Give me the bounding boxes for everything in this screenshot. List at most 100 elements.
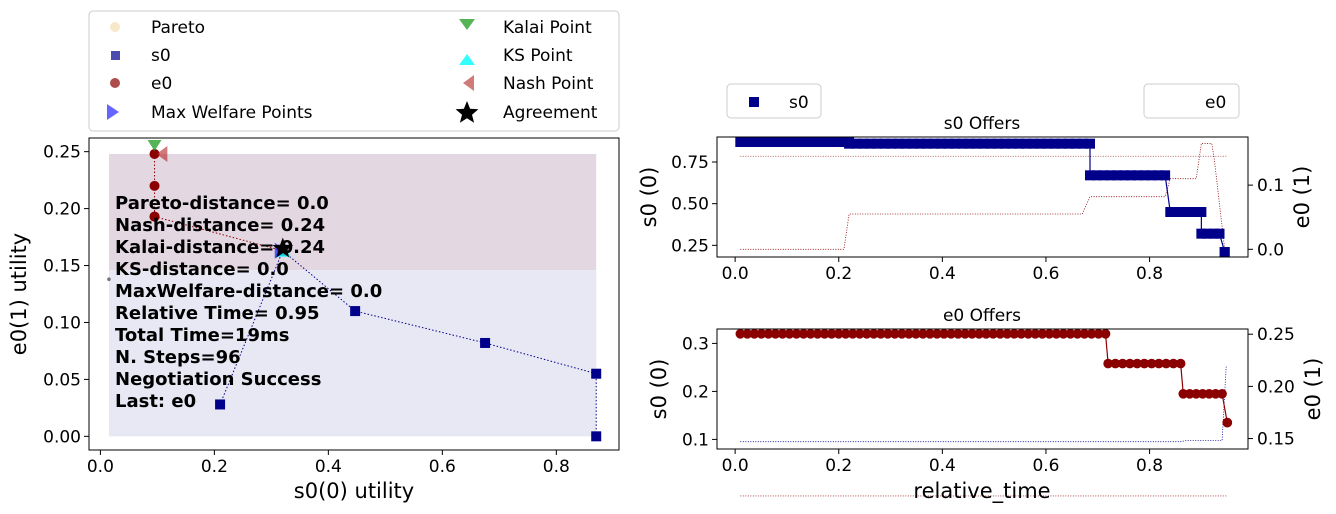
e0-y-tick-label: 0.2 [682, 382, 709, 402]
e0-offers-x-axis-label: relative_time [913, 479, 1050, 504]
utility-plot-frame [88, 137, 620, 451]
utility-y-tick-label: 0.15 [43, 257, 81, 277]
e0-offer-point [1009, 329, 1020, 339]
e0-right-tick-label: 0.25 [1257, 325, 1295, 345]
s0-offer-point [1028, 138, 1039, 149]
utility-y-axis-label: e0(1) utility [7, 233, 31, 355]
legend-marker-s0 [111, 51, 120, 60]
info-last: Last: e0 [115, 391, 196, 412]
s0-offers-plot: s0 e0 s0 Offers 0.0 0.2 0.4 0.6 0.8 0.25 0.50 0… [637, 83, 1314, 284]
info-relative-time: Relative Time= 0.95 [115, 303, 320, 324]
utility-x-tick-label: 0.6 [429, 457, 456, 477]
e0-offer-point [756, 329, 767, 339]
info-maxwelfare-distance: MaxWelfare-distance= 0.0 [115, 281, 382, 302]
s0-offer-point [1219, 247, 1230, 257]
s0-offer-point [796, 137, 807, 147]
e0-offer-point [946, 329, 956, 339]
s0-offer-point [803, 137, 814, 147]
s0-offer-point [900, 138, 911, 149]
e0-utility-point [149, 180, 160, 191]
s0-offer-point [1021, 138, 1032, 149]
utility-plot: Pareto-distance= 0.0 Nash-distance= 0.24… [7, 137, 620, 503]
e0-offer-point [939, 329, 949, 339]
legend-label-agreement: Agreement [503, 103, 598, 123]
s0-offer-point [1084, 170, 1095, 181]
e0-offers-plot: e0 Offers 0.0 0.2 0.4 0.6 0.8 0.1 0.2 0.3 0.15 0.… [647, 306, 1325, 504]
s0-offers-frame [716, 136, 1249, 258]
utility-y-tick-label: 0.00 [43, 427, 81, 447]
e0-offer-point [1093, 329, 1104, 339]
e0-offer-point [861, 329, 872, 339]
s0-utility-point [591, 368, 602, 379]
s0-offer-point [742, 137, 753, 147]
kalai-point [147, 139, 162, 151]
s0-utility-point [591, 431, 602, 442]
e0-offer-point [1125, 358, 1135, 369]
e0-offer-point [918, 329, 928, 339]
s0-right-tick-label: 0.1 [1257, 176, 1284, 196]
legend-marker-max-welfare [107, 104, 119, 120]
info-n-steps: N. Steps=96 [115, 347, 241, 368]
e0-offer-point [875, 329, 886, 339]
s0-offer-point [1119, 170, 1130, 181]
e0-offer-point [1146, 358, 1157, 369]
e0-offer-point [925, 329, 935, 339]
e0-x-tick-label: 0.4 [929, 456, 956, 476]
e0-offer-point [826, 329, 837, 339]
e0-offer-point [833, 329, 844, 339]
s0-x-tick-label: 0.6 [1032, 264, 1059, 284]
legend-label-pareto: Pareto [151, 18, 205, 38]
e0-offer-point [1110, 358, 1121, 369]
legend-marker-pareto [110, 22, 120, 32]
s0-offer-point [782, 137, 793, 147]
utility-x-tick-label: 0.8 [543, 457, 570, 477]
e0-offer-point [890, 329, 900, 339]
e0-offer-point [974, 329, 984, 339]
s0-offer-point [879, 138, 890, 149]
s0-y-tick-label: 0.50 [671, 195, 709, 215]
e0-offer-point [1217, 389, 1227, 399]
e0-right-tick-label: 0.15 [1257, 430, 1295, 450]
s0-offer-point [964, 138, 975, 149]
e0-offer-point [791, 329, 802, 339]
e0-x-tick-label: 0.8 [1136, 456, 1163, 476]
e0-right-tick-label: 0.20 [1257, 377, 1295, 397]
e0-offers-title: e0 Offers [943, 306, 1021, 326]
e0-offers-y-axis-label: s0 (0) [647, 359, 671, 420]
utility-y-tick-label: 0.05 [43, 370, 81, 390]
e0-offer-point [967, 329, 977, 339]
s0-offer-point [992, 138, 1003, 149]
e0-utility-point [149, 148, 160, 159]
e0-offer-point [1132, 358, 1142, 369]
e0-offer-point [777, 329, 788, 339]
e0-offer-point [805, 329, 816, 339]
e0-offer-point [1016, 329, 1027, 339]
s0-offer-point [1049, 138, 1060, 149]
s0-offer-point [1196, 207, 1207, 217]
s0-offer-point [950, 138, 961, 149]
e0-utility-point [149, 211, 160, 222]
s0-offer-point [755, 137, 766, 147]
s0-offer-point [769, 137, 780, 147]
s0-offers-y-axis-label: s0 (0) [637, 167, 661, 228]
s0-offers-right-axis-label: e0 (1) [1290, 166, 1314, 229]
e0-offer-point [1175, 358, 1186, 369]
s0-offer-point [776, 137, 787, 147]
legend-label-s0: s0 [151, 46, 171, 66]
e0-offer-point [742, 329, 753, 339]
s0-right-tick-label: 0.0 [1257, 240, 1284, 260]
e0-offer-point [1086, 329, 1097, 339]
s0-offer-point [1125, 170, 1136, 181]
s0-offer-point [1056, 138, 1067, 149]
s0-offer-point [893, 138, 904, 149]
legend-marker-ks [459, 54, 475, 65]
e0-offer-point [1030, 329, 1041, 339]
s0-offer-point [971, 138, 982, 149]
e0-offer-point [1168, 358, 1179, 369]
s0-offer-point [999, 138, 1010, 149]
legend-label-ks: KS Point [503, 46, 573, 66]
legend-label-kalai: Kalai Point [503, 18, 592, 38]
e0-offer-point [1161, 358, 1171, 369]
e0-offer-point [1058, 329, 1069, 339]
